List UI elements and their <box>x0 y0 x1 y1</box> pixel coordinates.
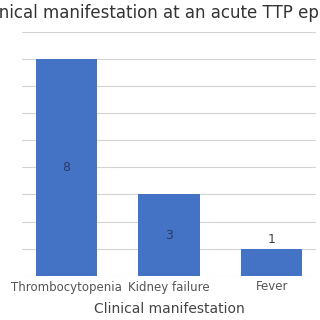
Text: 1: 1 <box>268 233 276 246</box>
Bar <box>138 195 200 276</box>
Bar <box>241 249 302 276</box>
Text: 3: 3 <box>165 228 173 242</box>
Text: Clinical manifestation at an acute TTP epis: Clinical manifestation at an acute TTP e… <box>0 4 320 22</box>
Text: 8: 8 <box>62 161 70 174</box>
X-axis label: Clinical manifestation: Clinical manifestation <box>94 302 244 316</box>
Bar <box>36 59 97 276</box>
